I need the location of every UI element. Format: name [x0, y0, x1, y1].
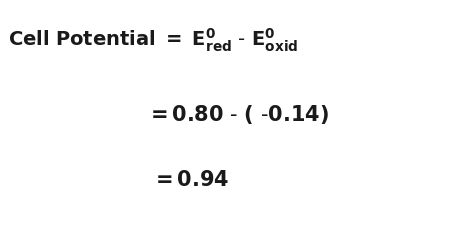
Text: $\mathbf{Cell\ Potential\ =\ E^0_{red}\ \text{-}\ E^0_{oxid}}$: $\mathbf{Cell\ Potential\ =\ E^0_{red}\ … — [8, 26, 298, 54]
Text: $\mathbf{= 0.94}$: $\mathbf{= 0.94}$ — [151, 170, 229, 190]
Text: $\mathbf{= 0.80\ \text{-}\ (\ \text{-}0.14)}$: $\mathbf{= 0.80\ \text{-}\ (\ \text{-}0.… — [146, 103, 328, 126]
